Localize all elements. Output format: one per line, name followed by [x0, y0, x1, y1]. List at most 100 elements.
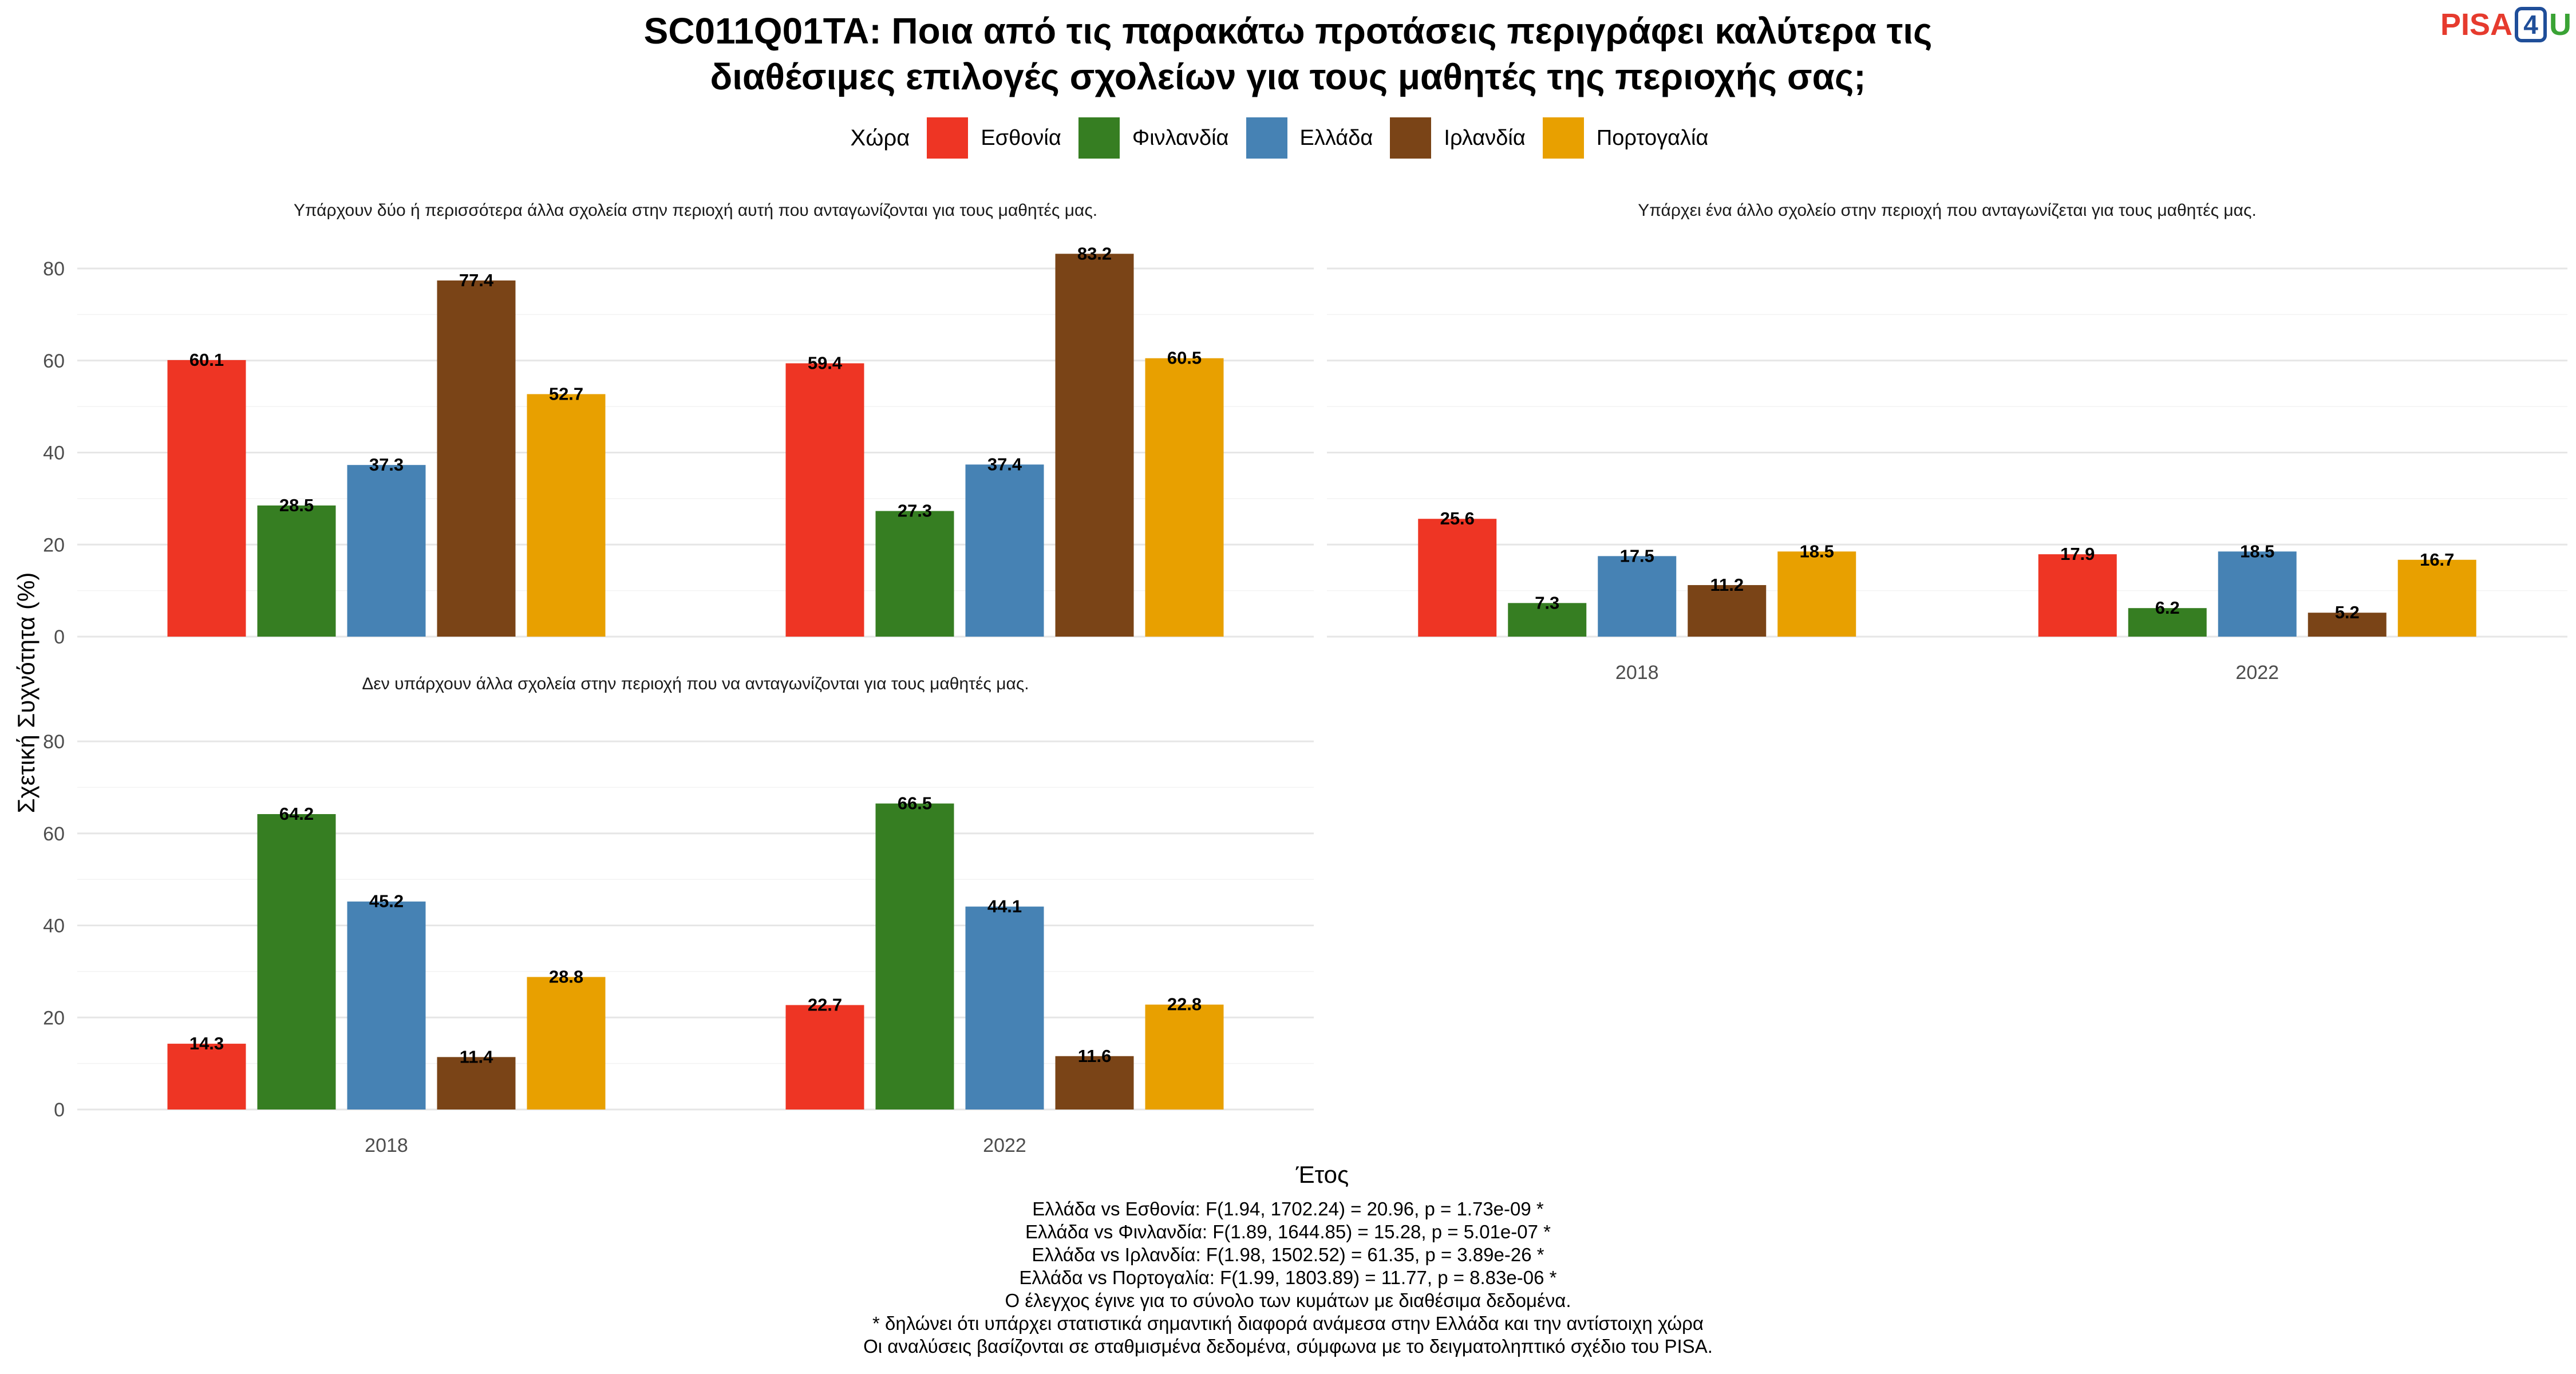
bar-facet-1-2022-greece: [965, 464, 1044, 637]
data-label-facet-3-2022-greece: 44.1: [987, 897, 1022, 917]
legend-swatch-portugal: [1542, 117, 1584, 159]
y-tick-label-facet-1-80: 80: [43, 258, 65, 280]
bar-facet-3-2018-ireland: [437, 1057, 516, 1110]
data-label-facet-2-2022-estonia: 17.9: [2060, 544, 2095, 564]
bar-facet-2-2022-greece: [2218, 551, 2297, 637]
bar-facet-1-2018-finland: [257, 505, 336, 637]
x-tick-label-facet-2-2022: 2022: [2235, 662, 2279, 684]
bar-facet-1-2018-greece: [347, 465, 426, 637]
legend-swatch-ireland: [1390, 117, 1432, 159]
bar-facet-2-2022-estonia: [2038, 554, 2117, 637]
data-label-facet-3-2018-ireland: 11.4: [460, 1047, 493, 1067]
data-label-facet-1-2018-greece: 37.3: [369, 455, 404, 475]
bar-facet-3-2018-estonia: [167, 1044, 246, 1110]
bar-facet-1-2022-portugal: [1145, 358, 1224, 637]
logo-text-pisa: PISA: [2440, 7, 2512, 42]
legend-label-estonia: Εσθονία: [981, 125, 1061, 150]
legend-label-finland: Φινλανδία: [1132, 125, 1229, 150]
chart-legend: Χώρα Εσθονία Φινλανδία Ελλάδα Ιρλανδία Π…: [0, 117, 2576, 159]
chart-title-line-1: SC011Q01TA: Ποια από τις παρακάτω προτάσ…: [643, 10, 1933, 52]
facet-title-1: Υπάρχουν δύο ή περισσότερα άλλα σχολεία …: [294, 201, 1097, 220]
y-tick-label-facet-1-40: 40: [43, 443, 65, 464]
data-label-facet-2-2022-finland: 6.2: [2155, 598, 2180, 618]
bar-facet-1-2018-portugal: [527, 394, 606, 637]
legend-label-ireland: Ιρλανδία: [1444, 125, 1526, 150]
bar-facet-3-2022-portugal: [1145, 1004, 1224, 1110]
chart-title-line-2: διαθέσιμες επιλογές σχολείων για τους μα…: [710, 56, 1866, 97]
data-label-facet-2-2018-estonia: 25.6: [1440, 508, 1475, 528]
logo-text-four: 4: [2515, 7, 2547, 42]
bar-facet-3-2018-portugal: [527, 977, 606, 1110]
bar-facet-3-2022-finland: [875, 803, 954, 1110]
x-tick-label-facet-2-2018: 2018: [1615, 662, 1659, 684]
legend-label-portugal: Πορτογαλία: [1596, 125, 1709, 150]
bar-facet-1-2022-estonia: [785, 363, 864, 637]
y-tick-label-facet-3-40: 40: [43, 915, 65, 937]
bar-facet-2-2018-ireland: [1688, 585, 1767, 637]
footnote-greece-vs-ireland: Ελλάδα vs Ιρλανδία: F(1.98, 1502.52) = 6…: [1032, 1244, 1544, 1265]
bar-facet-2-2022-portugal: [2397, 559, 2476, 637]
data-label-facet-2-2022-portugal: 16.7: [2420, 550, 2454, 570]
x-tick-label-facet-3-2018: 2018: [365, 1135, 408, 1156]
footnote-test-scope: Ο έλεγχος έγινε για το σύνολο των κυμάτω…: [1005, 1290, 1571, 1311]
data-label-facet-3-2018-estonia: 14.3: [189, 1033, 224, 1053]
logo-text-u: U: [2549, 7, 2571, 42]
bar-facet-1-2018-estonia: [167, 360, 246, 637]
data-label-facet-1-2018-finland: 28.5: [279, 495, 314, 515]
y-tick-label-facet-3-20: 20: [43, 1007, 65, 1029]
data-label-facet-2-2022-ireland: 5.2: [2335, 602, 2360, 622]
data-label-facet-2-2018-ireland: 11.2: [1710, 575, 1744, 595]
bar-facet-3-2022-ireland: [1055, 1056, 1134, 1110]
bar-facet-2-2018-portugal: [1777, 551, 1856, 637]
chart-title: SC011Q01TA: Ποια από τις παρακάτω προτάσ…: [0, 8, 2576, 100]
y-tick-label-facet-3-80: 80: [43, 731, 65, 753]
footnote-weighting: Οι αναλύσεις βασίζονται σε σταθμισμένα δ…: [863, 1336, 1713, 1357]
data-label-facet-2-2018-greece: 17.5: [1620, 546, 1654, 566]
y-tick-label-facet-1-20: 20: [43, 534, 65, 556]
data-label-facet-2-2022-greece: 18.5: [2240, 541, 2274, 561]
bar-facet-2-2018-finland: [1508, 603, 1587, 637]
bar-facet-2-2022-ireland: [2308, 613, 2387, 637]
legend-label-greece: Ελλάδα: [1299, 125, 1373, 150]
legend-item-estonia: Εσθονία: [927, 117, 1061, 159]
legend-title: Χώρα: [850, 125, 910, 151]
legend-item-portugal: Πορτογαλία: [1542, 117, 1709, 159]
data-label-facet-3-2022-finland: 66.5: [898, 793, 932, 814]
y-tick-label-facet-3-0: 0: [54, 1099, 65, 1121]
data-label-facet-1-2018-ireland: 77.4: [459, 270, 494, 290]
y-tick-label-facet-1-0: 0: [54, 626, 65, 648]
data-label-facet-3-2018-portugal: 28.8: [549, 967, 583, 987]
bar-facet-1-2022-finland: [875, 511, 954, 637]
data-label-facet-1-2022-portugal: 60.5: [1167, 348, 1202, 368]
bar-facet-3-2022-estonia: [785, 1005, 864, 1110]
legend-item-finland: Φινλανδία: [1078, 117, 1229, 159]
data-label-facet-3-2022-ireland: 11.6: [1078, 1046, 1112, 1066]
data-label-facet-3-2018-greece: 45.2: [369, 891, 404, 911]
facet-title-3: Δεν υπάρχουν άλλα σχολεία στην περιοχή π…: [362, 674, 1029, 693]
data-label-facet-1-2018-portugal: 52.7: [549, 384, 583, 404]
bar-facet-2-2018-estonia: [1418, 519, 1497, 637]
data-label-facet-3-2022-estonia: 22.7: [808, 995, 842, 1015]
data-label-facet-3-2018-finland: 64.2: [279, 804, 314, 824]
x-axis-title: Έτος: [1295, 1161, 1349, 1188]
facet-title-2: Υπάρχει ένα άλλο σχολείο στην περιοχή πο…: [1638, 201, 2257, 220]
legend-swatch-greece: [1246, 117, 1287, 159]
bar-facet-3-2022-greece: [965, 906, 1044, 1110]
footnote-greece-vs-portugal: Ελλάδα vs Πορτογαλία: F(1.99, 1803.89) =…: [1019, 1267, 1557, 1288]
y-axis-title: Σχετική Συχνότητα (%): [13, 572, 39, 814]
bar-facet-2-2018-greece: [1598, 556, 1677, 637]
bar-facet-1-2018-ireland: [437, 280, 516, 637]
data-label-facet-1-2022-finland: 27.3: [898, 501, 932, 521]
footnote-greece-vs-finland: Ελλάδα vs Φινλανδία: F(1.89, 1644.85) = …: [1025, 1221, 1551, 1242]
bar-facet-3-2018-greece: [347, 901, 426, 1110]
data-label-facet-2-2018-portugal: 18.5: [1800, 541, 1834, 561]
data-label-facet-3-2022-portugal: 22.8: [1167, 994, 1202, 1014]
data-label-facet-2-2018-finland: 7.3: [1535, 593, 1559, 613]
x-tick-label-facet-3-2022: 2022: [983, 1135, 1026, 1156]
pisa4u-logo: PISA 4 U: [2440, 5, 2571, 45]
data-label-facet-1-2022-estonia: 59.4: [808, 353, 843, 373]
y-tick-label-facet-3-60: 60: [43, 823, 65, 845]
y-tick-label-facet-1-60: 60: [43, 350, 65, 372]
legend-item-ireland: Ιρλανδία: [1390, 117, 1526, 159]
